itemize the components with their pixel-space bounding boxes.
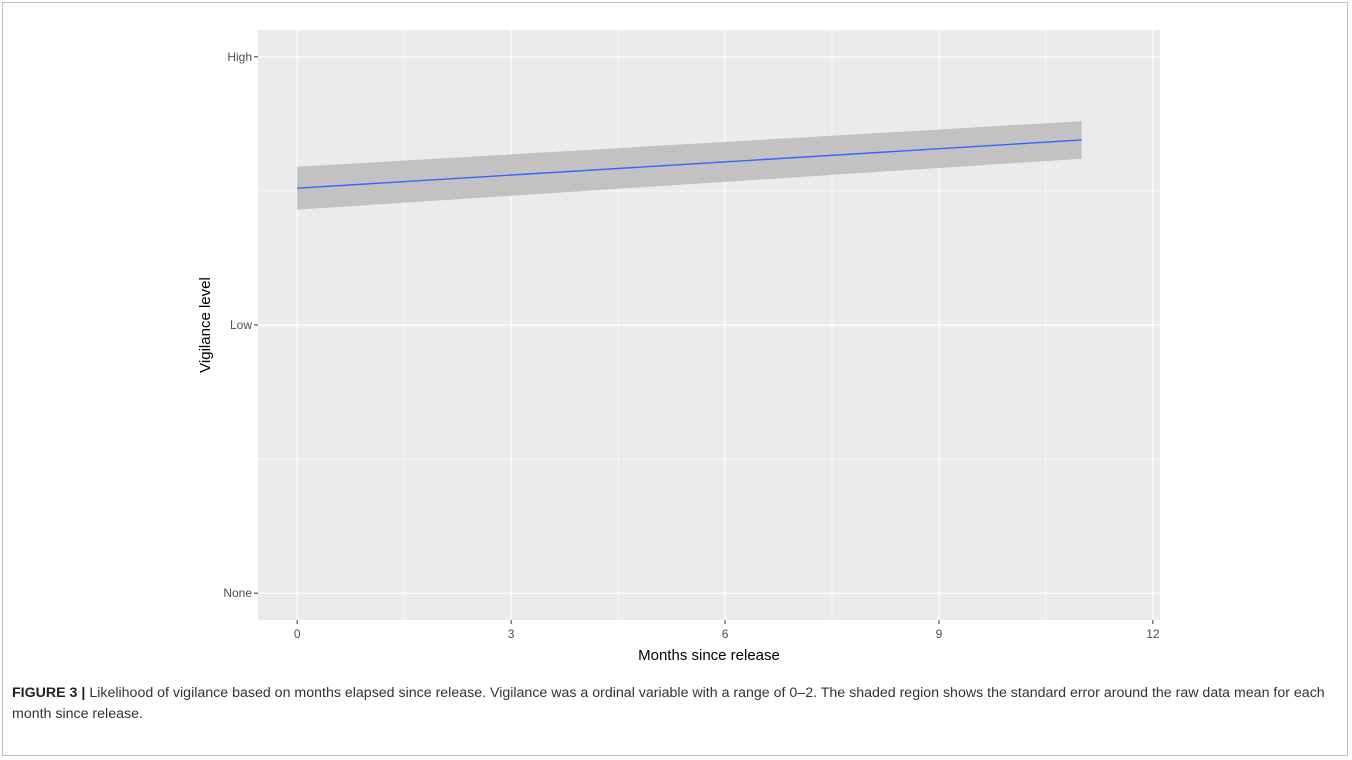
standard-error-band	[297, 121, 1082, 210]
major-gridlines	[258, 30, 1160, 620]
x-axis-label: Months since release	[638, 647, 780, 664]
caption-text: Likelihood of vigilance based on months …	[12, 685, 1325, 722]
y-tick-label: Low	[230, 318, 252, 332]
figure-number: FIGURE 3	[12, 685, 78, 701]
x-tick-label: 9	[936, 627, 943, 641]
y-tick-label: High	[227, 50, 252, 64]
x-tick-label: 6	[722, 627, 729, 641]
figure-caption: FIGURE 3 | Likelihood of vigilance based…	[12, 683, 1332, 725]
y-axis-ticks: None Low High	[223, 50, 258, 600]
x-tick-label: 0	[294, 627, 301, 641]
trend-line	[297, 139, 1082, 189]
x-axis-ticks: 0 3 6 9 12	[294, 620, 1160, 641]
se-band-0	[297, 121, 1082, 210]
trend-line-0	[297, 139, 1082, 189]
y-axis-label: Vigilance level	[197, 277, 214, 373]
x-tick-label: 3	[508, 627, 515, 641]
y-tick-label: None	[223, 586, 252, 600]
caption-separator: |	[81, 685, 86, 701]
x-tick-label: 12	[1146, 627, 1160, 641]
